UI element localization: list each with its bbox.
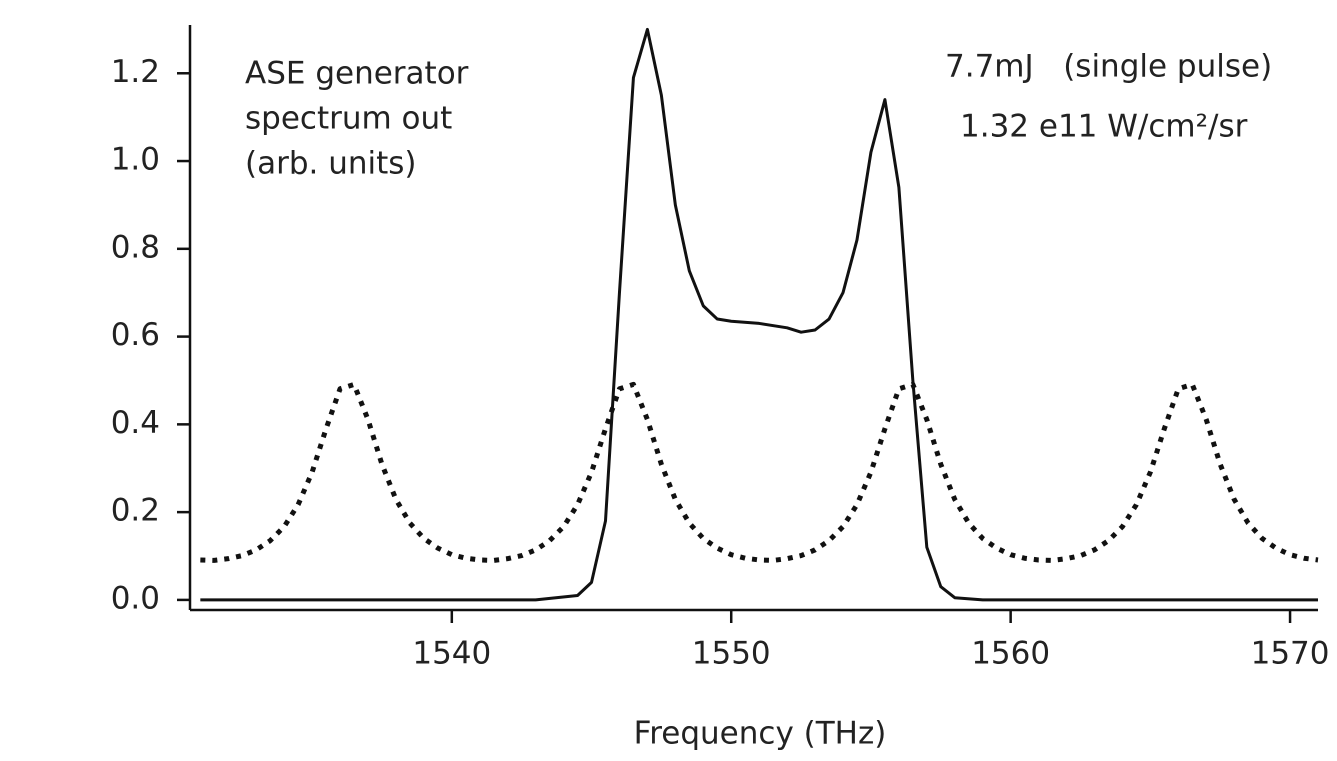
y-tick-label: 0.4 xyxy=(111,405,160,441)
annotation: 1.32 e11 W/cm²/sr xyxy=(960,109,1248,145)
x-tick-label: 1570 xyxy=(1251,636,1330,672)
annotation: (arb. units) xyxy=(245,146,417,182)
y-tick-label: 0.8 xyxy=(111,229,160,265)
annotation: 7.7mJ (single pulse) xyxy=(945,49,1272,85)
annotation: spectrum out xyxy=(245,101,452,137)
x-tick-label: 1560 xyxy=(971,636,1050,672)
dotted-line xyxy=(200,381,1319,563)
x-tick-label: 1540 xyxy=(412,636,491,672)
annotation: ASE generator xyxy=(245,56,469,92)
x-tick-label: 1550 xyxy=(692,636,771,672)
x-axis-title: Frequency (THz) xyxy=(634,716,887,752)
y-tick-label: 0.6 xyxy=(111,317,160,353)
line xyxy=(200,27,1318,602)
y-tick-label: 1.0 xyxy=(111,142,160,178)
y-tick-label: 1.2 xyxy=(111,54,160,90)
y-tick-label: 0.2 xyxy=(111,493,160,529)
y-tick-label: 0.0 xyxy=(111,580,160,616)
